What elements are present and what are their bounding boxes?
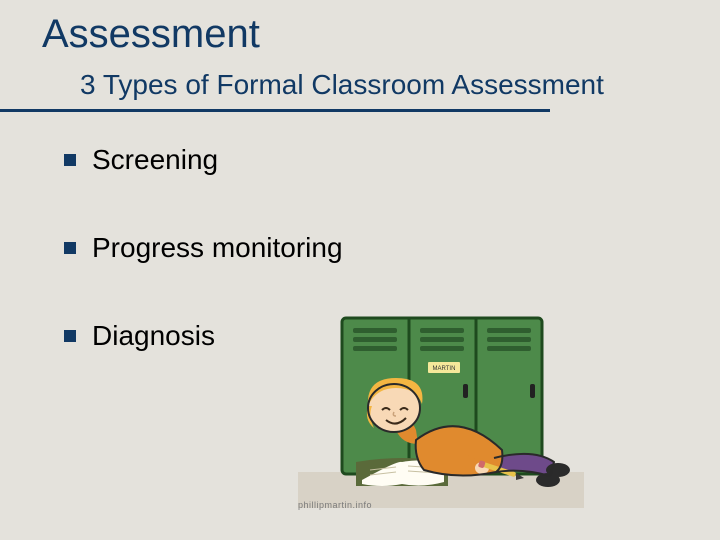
student-writing-illustration: MARTIN [298,312,584,508]
bullet-square-icon [64,242,76,254]
bullet-text: Diagnosis [92,320,215,352]
svg-text:MARTIN: MARTIN [433,366,456,372]
bullet-text: Screening [92,144,218,176]
bullet-square-icon [64,330,76,342]
slide-title: Assessment [0,0,720,63]
list-item: Screening [64,144,720,176]
slide-subtitle: 3 Types of Formal Classroom Assessment [0,63,720,103]
bullet-text: Progress monitoring [92,232,343,264]
list-item: Progress monitoring [64,232,720,264]
illustration-caption: phillipmartin.info [298,500,372,510]
bullet-square-icon [64,154,76,166]
